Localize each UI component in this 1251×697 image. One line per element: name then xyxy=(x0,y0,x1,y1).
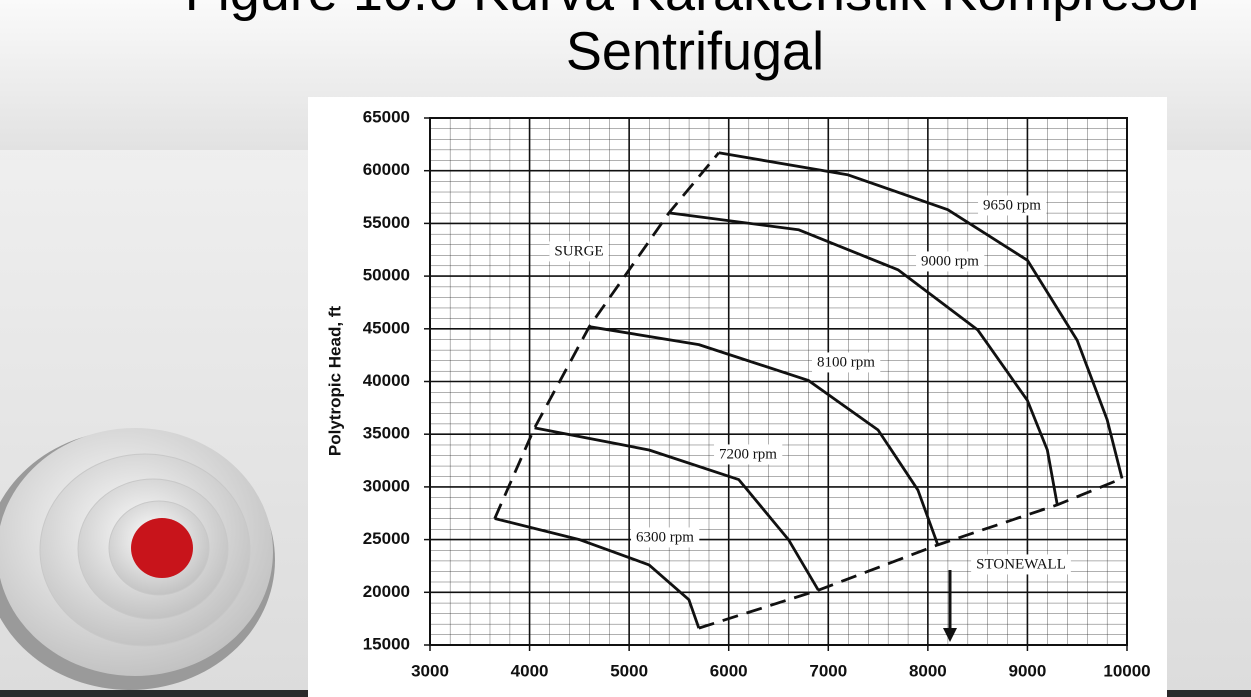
speed-curve xyxy=(589,325,940,546)
curve-label: 6300 rpm xyxy=(636,529,694,545)
curve-label: SURGE xyxy=(554,243,603,259)
label-background xyxy=(714,444,783,465)
speed-curve xyxy=(494,517,701,629)
y-tick-label: 65000 xyxy=(363,107,410,126)
y-axis-label: Polytropic Head, ft xyxy=(325,306,344,457)
y-tick-label: 50000 xyxy=(363,266,410,285)
x-tick-label: 5000 xyxy=(610,661,648,680)
stonewall-arrowhead xyxy=(943,628,957,642)
slide-title: Sentrifugal xyxy=(566,21,824,81)
speed-curve xyxy=(718,151,1124,479)
boundary-line xyxy=(493,151,720,520)
y-tick-label: 30000 xyxy=(363,476,410,495)
y-tick-label: 20000 xyxy=(363,582,410,601)
y-tick-label: 40000 xyxy=(363,371,410,390)
curve-label: STONEWALL xyxy=(976,556,1066,572)
x-tick-label: 6000 xyxy=(710,661,748,680)
boundary-line xyxy=(698,477,1123,630)
plot-frame xyxy=(429,117,1128,646)
curve-label: 8100 rpm xyxy=(817,354,875,370)
label-background xyxy=(812,352,881,373)
label-background xyxy=(631,527,700,548)
curve-label: 9000 rpm xyxy=(921,253,979,269)
x-tick-label: 3000 xyxy=(411,661,449,680)
y-tick-label: 55000 xyxy=(363,213,410,232)
y-tick-label: 60000 xyxy=(363,160,410,179)
label-background xyxy=(916,251,985,272)
x-tick-label: 8000 xyxy=(909,661,947,680)
target-graphic xyxy=(0,428,275,690)
curve-label: 7200 rpm xyxy=(719,446,777,462)
curve-label: 9650 rpm xyxy=(983,197,1041,213)
x-tick-label: 4000 xyxy=(511,661,549,680)
speed-curve xyxy=(534,426,820,591)
speed-curve xyxy=(668,211,1059,506)
x-tick-label: 7000 xyxy=(809,661,847,680)
label-background xyxy=(971,554,1071,575)
y-tick-label: 35000 xyxy=(363,424,410,443)
y-tick-label: 15000 xyxy=(363,634,410,653)
y-tick-label: 25000 xyxy=(363,529,410,548)
x-tick-label: 10000 xyxy=(1103,661,1150,680)
x-tick-label: 9000 xyxy=(1009,661,1047,680)
label-background xyxy=(549,241,609,262)
y-tick-label: 45000 xyxy=(363,318,410,337)
label-background xyxy=(978,195,1047,216)
slide-title: Figure 10.6 Kurva Karakteristik Kompreso… xyxy=(185,0,1205,22)
